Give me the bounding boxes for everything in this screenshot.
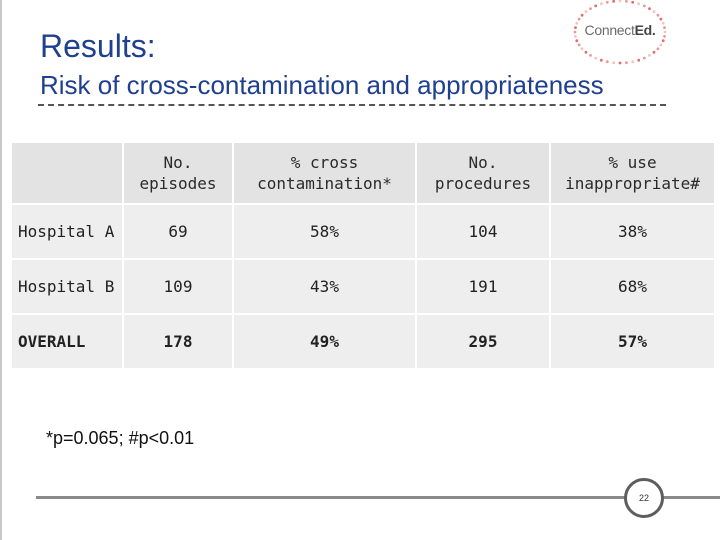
- left-border-rule: [0, 0, 2, 540]
- header-blank: [12, 143, 122, 203]
- footnote: *p=0.065; #p<0.01: [46, 428, 195, 448]
- logo-dot: [575, 21, 579, 25]
- logo-dot: [661, 39, 665, 43]
- table-row-overall: OVERALL 178 49% 295 57%: [12, 315, 714, 368]
- row-label: OVERALL: [12, 315, 122, 368]
- row-label: Hospital B: [12, 260, 122, 313]
- logo-dot: [577, 17, 581, 21]
- slide-title: Results:: [40, 28, 156, 64]
- logo-text-bold: Ed.: [634, 22, 656, 38]
- logo-dot: [599, 58, 603, 62]
- page-number-badge: 22: [624, 478, 664, 518]
- logo-dot: [618, 0, 622, 3]
- logo-dot: [584, 50, 588, 54]
- logo-dot: [574, 35, 577, 38]
- logo-dot: [625, 0, 628, 3]
- logo-dot: [659, 17, 663, 21]
- cell-cross-contamination: 43%: [234, 260, 415, 313]
- cell-procedures: 191: [417, 260, 549, 313]
- logo-dot: [599, 2, 603, 6]
- cell-procedures: 295: [417, 315, 549, 368]
- logo-dot: [642, 56, 646, 60]
- logo-dot: [580, 13, 584, 17]
- slide-subtitle: Risk of cross-contamination and appropri…: [40, 70, 604, 100]
- logo-dot: [618, 61, 622, 65]
- title-divider: [38, 104, 666, 106]
- logo-dot: [656, 13, 660, 17]
- cell-cross-contamination: 49%: [234, 315, 415, 368]
- cell-inappropriate: 68%: [551, 260, 714, 313]
- logo-dot: [652, 50, 656, 54]
- logo-dot: [573, 30, 577, 34]
- logo-dot: [648, 7, 651, 10]
- table-row: Hospital B 109 43% 191 68%: [12, 260, 714, 313]
- logo-dot: [642, 4, 646, 8]
- logo-dot: [584, 10, 588, 14]
- cell-cross-contamination: 58%: [234, 205, 415, 258]
- logo-dot: [594, 56, 598, 60]
- logo-text: ConnectEd.: [572, 22, 668, 38]
- logo-dot: [661, 21, 665, 25]
- header-episodes: No. episodes: [124, 143, 232, 203]
- logo-dot: [656, 47, 660, 51]
- header-procedures: No. procedures: [417, 143, 549, 203]
- logo-dot: [580, 47, 584, 51]
- footer-rule: [36, 496, 720, 499]
- logo-dot: [631, 60, 635, 64]
- logo-dot: [612, 0, 615, 3]
- logo-dot: [605, 60, 609, 64]
- results-table: No. episodes % cross contamination* No. …: [10, 141, 716, 370]
- logo-dot: [659, 43, 663, 47]
- logo-dot: [663, 30, 667, 34]
- logo-dot: [605, 0, 609, 4]
- logo-dot: [594, 4, 598, 8]
- logo-dot: [625, 61, 628, 65]
- header-inappropriate: % use inappropriate#: [551, 143, 714, 203]
- cell-inappropriate: 38%: [551, 205, 714, 258]
- row-label: Hospital A: [12, 205, 122, 258]
- logo-dot: [652, 10, 656, 14]
- logo-dot: [589, 7, 592, 10]
- logo-dot: [663, 35, 666, 38]
- logo-dot: [574, 26, 577, 29]
- cell-inappropriate: 57%: [551, 315, 714, 368]
- cell-episodes: 178: [124, 315, 232, 368]
- logo-dot: [637, 58, 641, 62]
- logo-dot: [663, 26, 666, 29]
- logo-dot: [575, 39, 579, 43]
- logo-dot: [577, 43, 581, 47]
- logo-text-regular: Connect: [584, 22, 635, 38]
- cell-episodes: 69: [124, 205, 232, 258]
- logo-dot: [648, 54, 651, 57]
- header-cross-contamination: % cross contamination*: [234, 143, 415, 203]
- logo-dot: [612, 61, 615, 65]
- table-row: Hospital A 69 58% 104 38%: [12, 205, 714, 258]
- logo-dot: [631, 0, 635, 4]
- logo-dot-ring: [573, 0, 667, 65]
- cell-episodes: 109: [124, 260, 232, 313]
- cell-procedures: 104: [417, 205, 549, 258]
- logo-dot: [637, 2, 641, 6]
- logo-dot: [589, 54, 592, 57]
- table-header-row: No. episodes % cross contamination* No. …: [12, 143, 714, 203]
- connected-logo: ConnectEd.: [572, 0, 668, 70]
